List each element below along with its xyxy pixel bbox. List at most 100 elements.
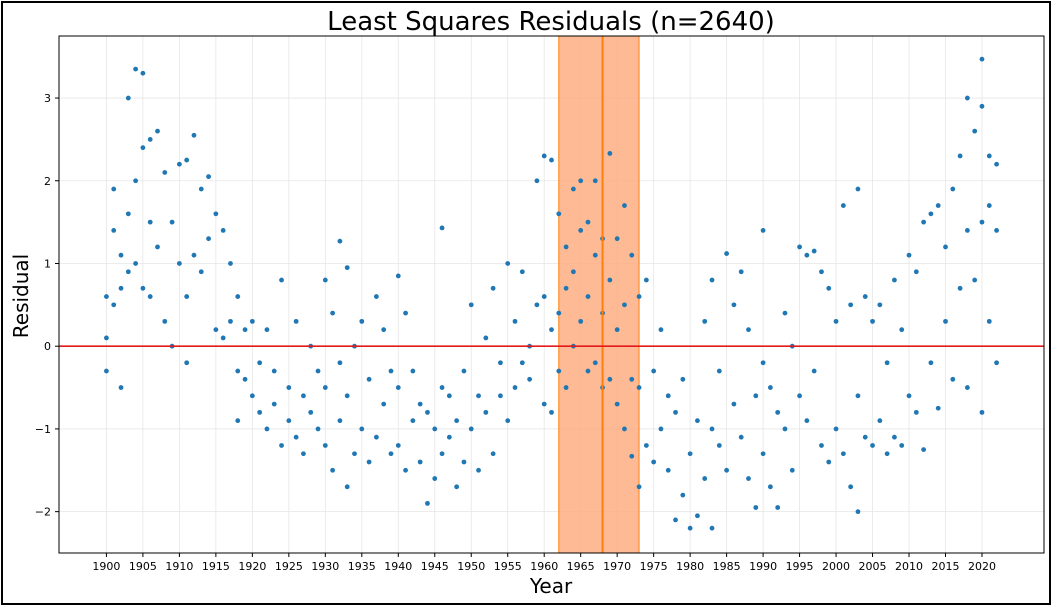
data-point <box>585 294 591 299</box>
data-point <box>848 302 854 308</box>
data-point <box>702 318 708 324</box>
data-point <box>439 225 445 231</box>
data-point <box>943 244 948 250</box>
data-point <box>658 426 664 432</box>
data-point <box>636 385 642 390</box>
data-point <box>680 376 686 382</box>
x-tick-label: 1940 <box>384 560 412 573</box>
data-point <box>622 426 627 432</box>
data-point <box>198 186 204 192</box>
data-point <box>928 360 934 366</box>
data-point <box>556 310 562 316</box>
data-point <box>592 360 598 366</box>
highlight-region <box>602 35 640 554</box>
data-point <box>964 95 970 101</box>
data-point <box>570 186 576 192</box>
data-point <box>359 318 365 324</box>
data-point <box>381 401 387 407</box>
data-point <box>665 393 671 399</box>
data-point <box>176 161 182 167</box>
data-point <box>614 236 620 242</box>
data-point <box>935 203 941 208</box>
data-point <box>950 186 956 192</box>
data-point <box>206 174 211 180</box>
data-point <box>498 393 503 399</box>
data-point <box>461 459 467 465</box>
data-point <box>111 227 117 233</box>
data-point <box>147 219 153 225</box>
data-point <box>629 376 635 382</box>
x-tick-label: 1920 <box>238 560 266 573</box>
data-point <box>563 244 569 250</box>
data-point <box>104 335 109 341</box>
data-point <box>417 401 423 407</box>
highlight-region <box>558 35 604 554</box>
data-point <box>629 453 635 459</box>
data-point <box>731 401 737 407</box>
data-point <box>892 434 897 440</box>
x-tick-label: 1935 <box>348 560 376 573</box>
data-point <box>213 211 219 217</box>
data-point <box>767 484 773 490</box>
data-point <box>782 426 788 432</box>
data-point <box>395 443 401 448</box>
x-tick-label: 1980 <box>676 560 704 573</box>
data-point <box>271 401 277 407</box>
data-point <box>140 145 146 151</box>
data-point <box>840 451 846 457</box>
data-point <box>578 318 584 324</box>
data-point <box>636 484 642 490</box>
data-point <box>140 70 146 76</box>
chart-title: Least Squares Residuals (n=2640) <box>327 7 775 37</box>
data-point <box>505 418 511 424</box>
data-point <box>760 451 766 457</box>
data-point <box>797 244 802 250</box>
x-tick-label: 1950 <box>457 560 485 573</box>
data-point <box>366 376 372 382</box>
data-point <box>264 327 270 333</box>
data-point <box>322 385 328 390</box>
data-point <box>395 385 401 390</box>
data-point <box>687 451 693 457</box>
data-point <box>884 360 890 366</box>
data-point <box>614 401 620 407</box>
data-point <box>877 302 883 308</box>
data-point <box>775 505 781 510</box>
data-point <box>651 459 657 465</box>
data-point <box>921 447 927 452</box>
data-point <box>964 227 970 233</box>
data-point <box>994 227 999 233</box>
data-point <box>833 426 839 432</box>
data-point <box>928 211 934 217</box>
data-point <box>315 426 321 432</box>
data-point <box>454 418 460 424</box>
x-tick-label: 1970 <box>603 560 631 573</box>
data-point <box>198 269 204 275</box>
x-tick-label: 2015 <box>932 560 960 573</box>
data-point <box>957 153 963 159</box>
data-point <box>446 393 452 399</box>
data-point <box>549 409 554 415</box>
data-point <box>833 318 839 324</box>
data-point <box>213 327 219 333</box>
data-point <box>519 269 525 275</box>
data-point <box>870 318 875 324</box>
data-point <box>140 285 146 291</box>
data-point <box>344 393 350 399</box>
data-point <box>162 170 168 175</box>
data-point <box>855 186 861 192</box>
data-point <box>228 261 233 266</box>
data-point <box>819 443 824 448</box>
data-point <box>957 285 963 291</box>
x-tick-label: 2000 <box>822 560 850 573</box>
x-tick-label: 1990 <box>749 560 777 573</box>
data-point <box>454 484 460 490</box>
data-point <box>753 393 759 399</box>
data-point <box>950 376 956 382</box>
data-point <box>337 238 343 244</box>
data-point <box>855 509 861 515</box>
data-point <box>578 178 584 184</box>
data-point <box>811 368 817 374</box>
data-point <box>410 368 416 374</box>
